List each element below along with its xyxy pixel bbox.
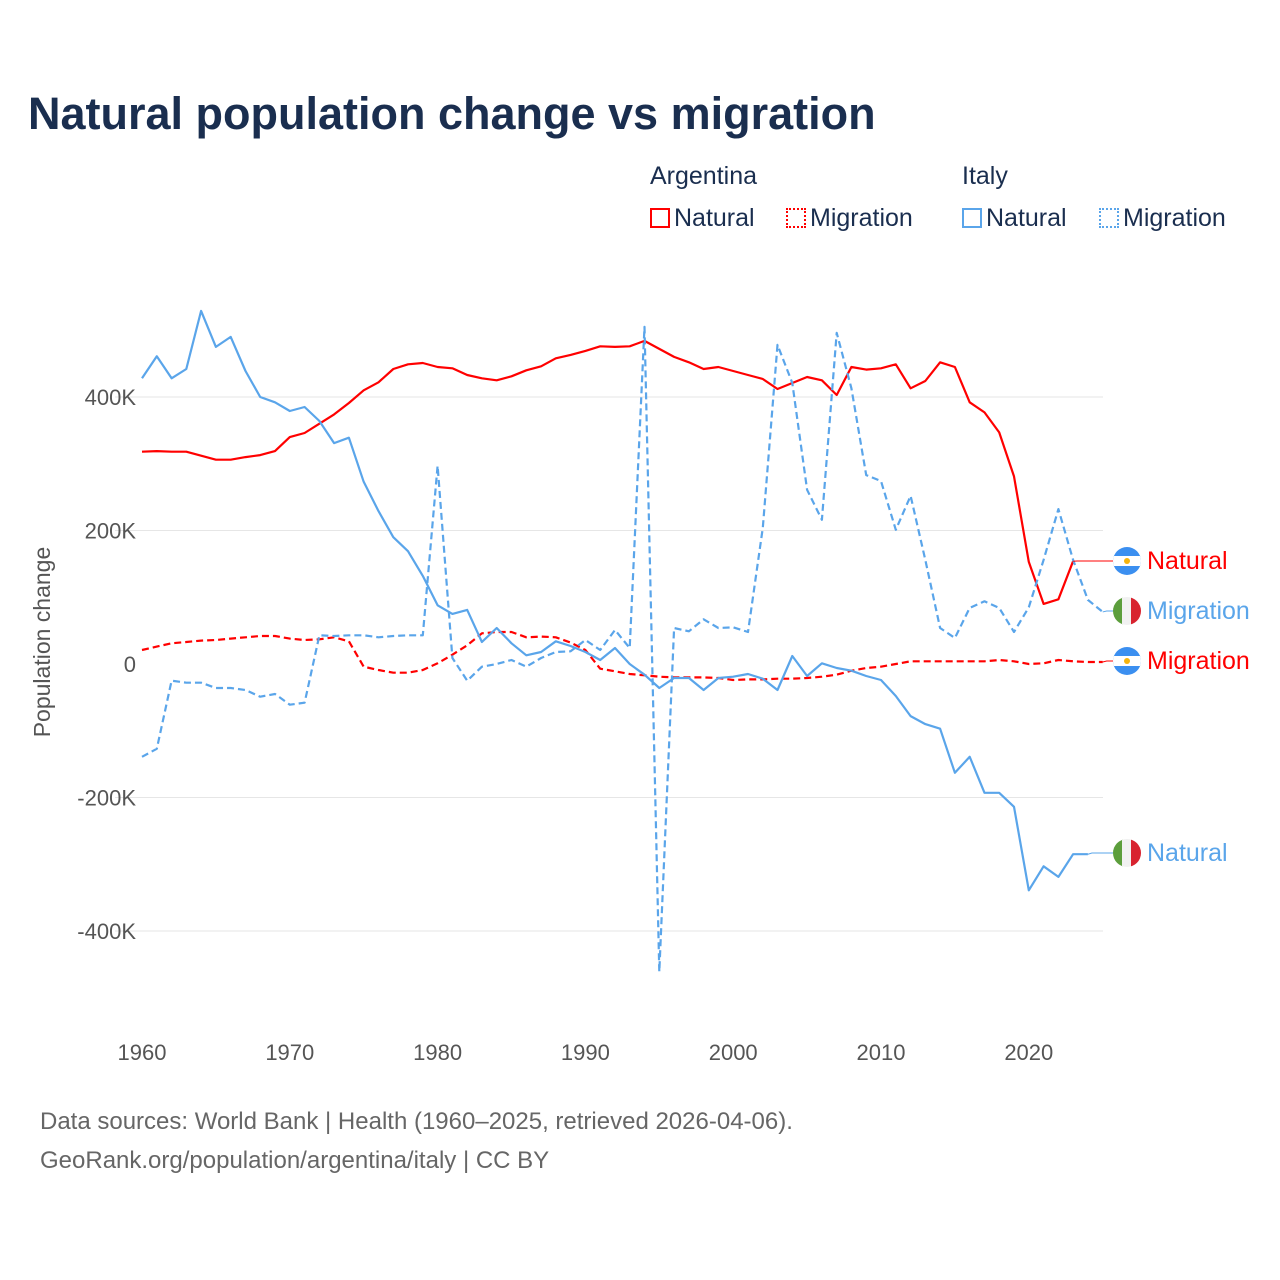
argentina-flag-icon (1113, 647, 1141, 675)
argentina-flag-icon (1113, 547, 1141, 575)
dotted-swatch-icon (786, 208, 806, 228)
label-connector (1087, 852, 1113, 855)
series-end-label: Natural (1147, 547, 1228, 575)
italy-flag-icon (1113, 597, 1141, 625)
legend-label: Migration (1123, 204, 1226, 232)
series-end-label: Migration (1147, 597, 1250, 625)
x-tick-label: 2010 (857, 1040, 906, 1065)
footer-attribution[interactable]: GeoRank.org/population/argentina/italy |… (40, 1147, 550, 1174)
x-tick-label: 2000 (709, 1040, 758, 1065)
flag-band (1122, 839, 1132, 867)
x-tick-label: 1980 (413, 1040, 462, 1065)
flag-band (1113, 839, 1123, 867)
sun-icon (1124, 658, 1130, 664)
line-chart: 400K 200K 0 -200K -400K 1960 1970 1980 1990 2000 2… (29, 309, 1250, 1065)
legend-group-argentina: Argentina (650, 162, 758, 190)
series-line-italy-migration (141, 325, 1104, 973)
y-tick-label: 200K (85, 519, 137, 544)
series-line-italy-natural (141, 309, 1088, 892)
dotted-swatch-icon (1099, 208, 1119, 228)
x-tick-label: 1970 (265, 1040, 314, 1065)
sun-icon (1124, 558, 1130, 564)
series-line-argentina-natural (141, 339, 1075, 605)
legend-label: Natural (674, 204, 755, 232)
series-end-label: Migration (1147, 647, 1250, 675)
flag-band (1131, 597, 1141, 625)
legend-argentina-natural[interactable]: Natural (650, 204, 755, 233)
solid-swatch-icon (962, 208, 982, 228)
legend-italy-natural[interactable]: Natural (962, 204, 1067, 233)
label-connector (1102, 660, 1113, 663)
italy-flag-icon (1113, 839, 1141, 867)
x-tick-label: 2020 (1004, 1040, 1053, 1065)
legend-argentina-migration[interactable]: Migration (786, 204, 913, 233)
label-connector (1102, 610, 1113, 613)
y-tick-label: 0 (124, 652, 136, 677)
x-tick-label: 1960 (118, 1040, 167, 1065)
solid-swatch-icon (650, 208, 670, 228)
flag-band (1113, 597, 1123, 625)
y-tick-label: -200K (77, 786, 136, 811)
legend-italy-migration[interactable]: Migration (1099, 204, 1226, 233)
y-axis-label: Population change (29, 547, 55, 738)
chart-title: Natural population change vs migration (28, 88, 876, 139)
y-tick-label: -400K (77, 919, 136, 944)
flag-band (1122, 597, 1132, 625)
flag-band (1131, 839, 1141, 867)
series-end-label: Natural (1147, 839, 1228, 867)
y-tick-label: 400K (85, 385, 137, 410)
series-line-argentina-migration (141, 630, 1103, 682)
legend-label: Migration (810, 204, 913, 232)
footer-sources: Data sources: World Bank | Health (1960–… (40, 1108, 793, 1135)
legend-group-italy: Italy (962, 162, 1008, 190)
x-tick-label: 1990 (561, 1040, 610, 1065)
legend-label: Natural (986, 204, 1067, 232)
